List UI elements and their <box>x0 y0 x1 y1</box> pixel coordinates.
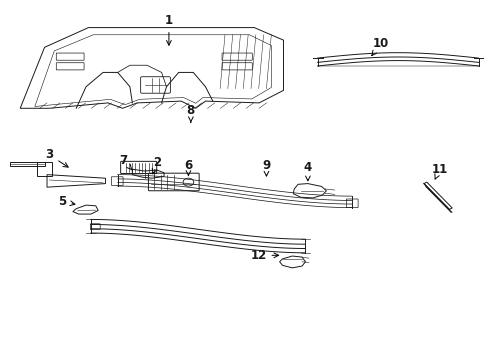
Text: 4: 4 <box>303 161 311 181</box>
Text: 11: 11 <box>430 163 447 179</box>
Text: 1: 1 <box>164 14 173 45</box>
Text: 9: 9 <box>262 159 270 176</box>
Text: 5: 5 <box>58 195 75 208</box>
Text: 2: 2 <box>152 156 161 174</box>
Text: 3: 3 <box>45 148 68 167</box>
Text: 8: 8 <box>186 104 195 122</box>
Text: 12: 12 <box>250 249 278 262</box>
Text: 10: 10 <box>371 37 388 55</box>
Text: 6: 6 <box>184 159 192 175</box>
Text: 7: 7 <box>119 154 132 170</box>
Polygon shape <box>423 182 451 210</box>
